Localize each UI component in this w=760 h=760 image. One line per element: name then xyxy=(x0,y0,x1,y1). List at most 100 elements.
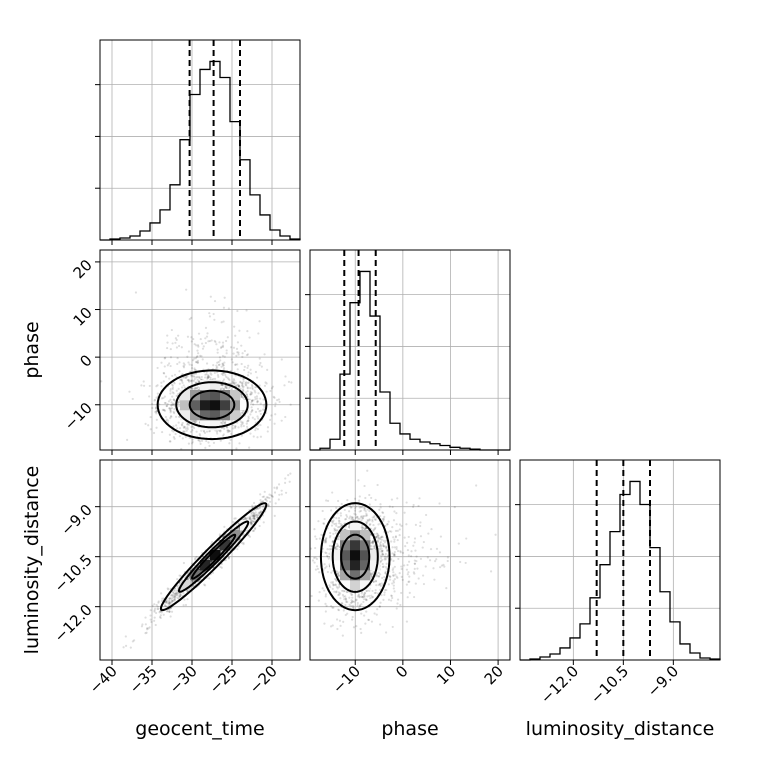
sample-point xyxy=(169,356,173,359)
sample-point xyxy=(413,562,417,565)
sample-point xyxy=(187,361,190,364)
sample-point xyxy=(178,574,181,577)
sample-point xyxy=(424,513,428,517)
sample-point xyxy=(375,532,378,535)
sample-point xyxy=(348,517,351,520)
sample-point xyxy=(193,343,196,346)
sample-point xyxy=(377,575,380,578)
sample-point xyxy=(373,527,376,531)
sample-point xyxy=(169,389,172,392)
sample-point xyxy=(274,405,277,408)
sample-point xyxy=(345,599,348,602)
sample-point xyxy=(412,503,415,507)
sample-point xyxy=(204,376,207,379)
sample-point xyxy=(162,380,165,383)
sample-point xyxy=(237,527,240,530)
sample-point xyxy=(195,344,198,347)
sample-point xyxy=(193,420,196,423)
sample-point xyxy=(182,425,186,428)
sample-point xyxy=(189,374,193,377)
sample-point xyxy=(200,450,202,452)
sample-point xyxy=(179,593,182,596)
sample-point xyxy=(221,341,225,344)
sample-point xyxy=(438,502,441,505)
sample-point xyxy=(174,415,178,418)
sample-point xyxy=(239,376,242,379)
sample-point xyxy=(344,595,347,598)
sample-point xyxy=(412,505,415,509)
x-tick-label-hist-luminosity_distance-1: −10.5 xyxy=(587,662,632,707)
sample-point xyxy=(246,517,249,520)
sample-point xyxy=(417,577,420,580)
sample-point xyxy=(239,381,242,384)
sample-point xyxy=(206,376,209,379)
sample-point xyxy=(224,384,227,387)
sample-point xyxy=(222,306,226,309)
sample-point xyxy=(248,516,251,519)
sample-point xyxy=(168,440,171,443)
sample-point xyxy=(177,392,180,396)
sample-point xyxy=(156,607,159,611)
sample-point xyxy=(351,600,354,603)
sample-point xyxy=(352,626,356,629)
sample-point xyxy=(171,391,174,394)
sample-point xyxy=(155,385,158,388)
y-tick-label-geocent_time-vs-luminosity_distance-2: −9.0 xyxy=(57,501,95,539)
sample-point xyxy=(356,604,359,607)
sample-point xyxy=(336,627,339,631)
sample-point xyxy=(348,603,351,606)
sample-point xyxy=(174,592,177,595)
sample-point xyxy=(192,584,195,587)
sample-point xyxy=(220,421,223,425)
density-cell xyxy=(210,420,221,431)
sample-point xyxy=(417,504,420,508)
sample-point xyxy=(220,372,223,376)
sample-point xyxy=(207,340,210,343)
sample-point xyxy=(240,541,243,544)
sample-point xyxy=(173,598,176,601)
sample-point xyxy=(334,528,337,531)
sample-point xyxy=(377,539,380,542)
sample-point xyxy=(385,567,388,570)
sample-point xyxy=(345,513,348,517)
sample-point xyxy=(171,599,174,603)
sample-point xyxy=(271,495,274,498)
sample-point xyxy=(351,600,354,603)
sample-point xyxy=(204,446,207,449)
sample-point xyxy=(253,418,256,421)
sample-point xyxy=(407,571,410,574)
sample-point xyxy=(169,398,172,401)
sample-point xyxy=(388,575,392,578)
sample-point xyxy=(413,572,416,575)
sample-point xyxy=(376,592,380,595)
sample-point xyxy=(252,435,255,438)
sample-point xyxy=(253,516,256,519)
sample-point xyxy=(384,558,387,561)
sample-point xyxy=(170,610,174,613)
sample-point xyxy=(170,404,173,407)
sample-point xyxy=(381,517,384,521)
sample-point xyxy=(259,493,262,496)
sample-point xyxy=(254,396,257,399)
sample-point xyxy=(217,363,220,367)
sample-point xyxy=(435,547,439,550)
sample-point xyxy=(358,604,362,607)
sample-point xyxy=(173,382,176,385)
sample-point xyxy=(350,518,353,521)
sample-point xyxy=(464,561,467,565)
sample-point xyxy=(188,363,191,366)
sample-point xyxy=(176,594,179,597)
sample-point xyxy=(204,326,208,329)
sample-point xyxy=(234,363,237,367)
sample-point xyxy=(326,499,330,503)
sample-point xyxy=(171,599,174,603)
sample-point xyxy=(176,427,179,430)
sample-point xyxy=(246,382,249,385)
sample-point xyxy=(313,556,316,559)
sample-point xyxy=(365,599,368,602)
sample-point xyxy=(222,433,225,436)
sample-point xyxy=(355,598,358,601)
sample-point xyxy=(363,506,366,510)
sample-point xyxy=(251,399,254,402)
sample-point xyxy=(168,597,171,600)
